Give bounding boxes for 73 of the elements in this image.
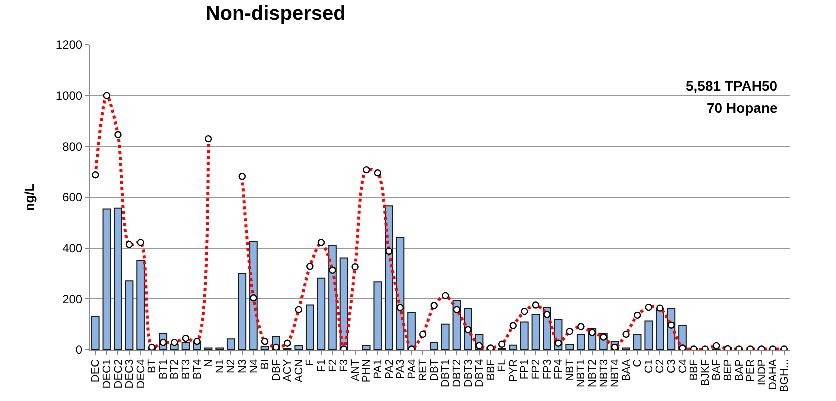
x-tick-label: PHN xyxy=(361,359,374,383)
y-tick-label: 800 xyxy=(62,140,83,154)
x-tick-label: BT xyxy=(146,359,159,374)
y-axis-title: ng/L xyxy=(22,184,37,212)
x-tick-label: DAHA xyxy=(768,358,780,390)
x-tick-label: N2 xyxy=(226,359,238,374)
x-tick-label: NBT1 xyxy=(576,359,588,388)
x-tick-label: BT1 xyxy=(158,359,170,380)
x-tick-label: C xyxy=(632,359,644,368)
chart-title: Non-dispersed xyxy=(206,3,346,26)
x-tick-label: DBT4 xyxy=(474,359,486,388)
x-tick-label: DBT1 xyxy=(440,359,452,388)
x-tick-label: INDP xyxy=(756,359,768,386)
x-tick-label: FP4 xyxy=(553,359,566,380)
x-tick-label: DEC2 xyxy=(112,359,125,389)
x-tick-label: N xyxy=(203,359,216,368)
x-tick-label: ACY xyxy=(282,358,294,382)
x-tick-label: NBT xyxy=(564,359,576,382)
x-tick-label: DBT2 xyxy=(452,359,464,388)
x-tick-label: BJKF xyxy=(700,359,712,386)
x-tick-label: C1 xyxy=(643,359,656,374)
x-tick-label: N4 xyxy=(248,359,260,374)
x-tick-label: DEC xyxy=(90,359,102,383)
annotation: 70 Hopane xyxy=(707,100,778,116)
x-tick-label: DEC1 xyxy=(102,359,114,389)
x-tick-label: PA2 xyxy=(384,359,396,380)
x-tick-label: PA3 xyxy=(395,359,408,380)
x-tick-label: BT3 xyxy=(180,359,193,380)
x-tick-label: BBF xyxy=(485,359,498,381)
x-tick-label: PA1 xyxy=(372,359,384,380)
x-tick-label: C2 xyxy=(654,359,667,374)
x-tick-label: FP1 xyxy=(519,359,532,380)
x-tick-label: F3 xyxy=(338,359,351,372)
x-tick-label: PYR xyxy=(508,359,520,382)
x-tick-label: BGH... xyxy=(778,359,791,392)
y-tick-label: 400 xyxy=(62,242,83,256)
x-tick-label: F1 xyxy=(316,359,328,372)
x-tick-label: BBF xyxy=(688,359,701,381)
y-tick-label: 200 xyxy=(62,292,83,306)
x-tick-label: BT4 xyxy=(192,359,204,380)
x-tick-label: DBT xyxy=(428,359,441,382)
y-tick-label: 1200 xyxy=(56,38,83,52)
x-tick-label: NBT2 xyxy=(586,359,599,388)
x-tick-label: BI xyxy=(260,359,272,370)
x-tick-label: BAP xyxy=(734,359,746,382)
x-tick-label: BEP xyxy=(722,359,734,382)
x-tick-label: FP2 xyxy=(530,359,543,380)
x-tick-label: DEC3 xyxy=(124,359,136,389)
x-tick-label: F2 xyxy=(327,359,340,372)
x-tick-label: BAF xyxy=(711,359,724,381)
x-tick-label: NBT4 xyxy=(610,359,622,388)
x-tick-label: NBT3 xyxy=(598,359,610,388)
x-tick-label: C4 xyxy=(677,359,690,374)
annotation: 5,581 TPAH50 xyxy=(686,78,778,94)
x-tick-label: ACN xyxy=(293,359,306,383)
x-tick-label: FP3 xyxy=(542,359,554,380)
y-tick-label: 600 xyxy=(62,190,83,205)
x-tick-label: N1 xyxy=(214,359,226,374)
x-tick-label: C3 xyxy=(666,359,678,374)
x-tick-label: RET xyxy=(418,359,430,382)
x-tick-label: DEC4 xyxy=(135,359,148,389)
x-tick-label: ANT xyxy=(350,359,362,382)
x-tick-label: DBT3 xyxy=(462,359,475,388)
x-tick-label: PER xyxy=(745,359,758,382)
x-tick-label: BAA xyxy=(620,358,633,382)
y-tick-label: 1000 xyxy=(56,89,83,104)
x-tick-label: F xyxy=(304,359,317,366)
y-tick-label: 0 xyxy=(76,343,83,358)
x-tick-label: PA4 xyxy=(406,359,418,380)
x-tick-label: BT2 xyxy=(169,359,182,380)
x-tick-label: FL xyxy=(496,359,509,372)
x-tick-label: N3 xyxy=(236,359,249,374)
x-tick-label: DBF xyxy=(270,359,283,382)
